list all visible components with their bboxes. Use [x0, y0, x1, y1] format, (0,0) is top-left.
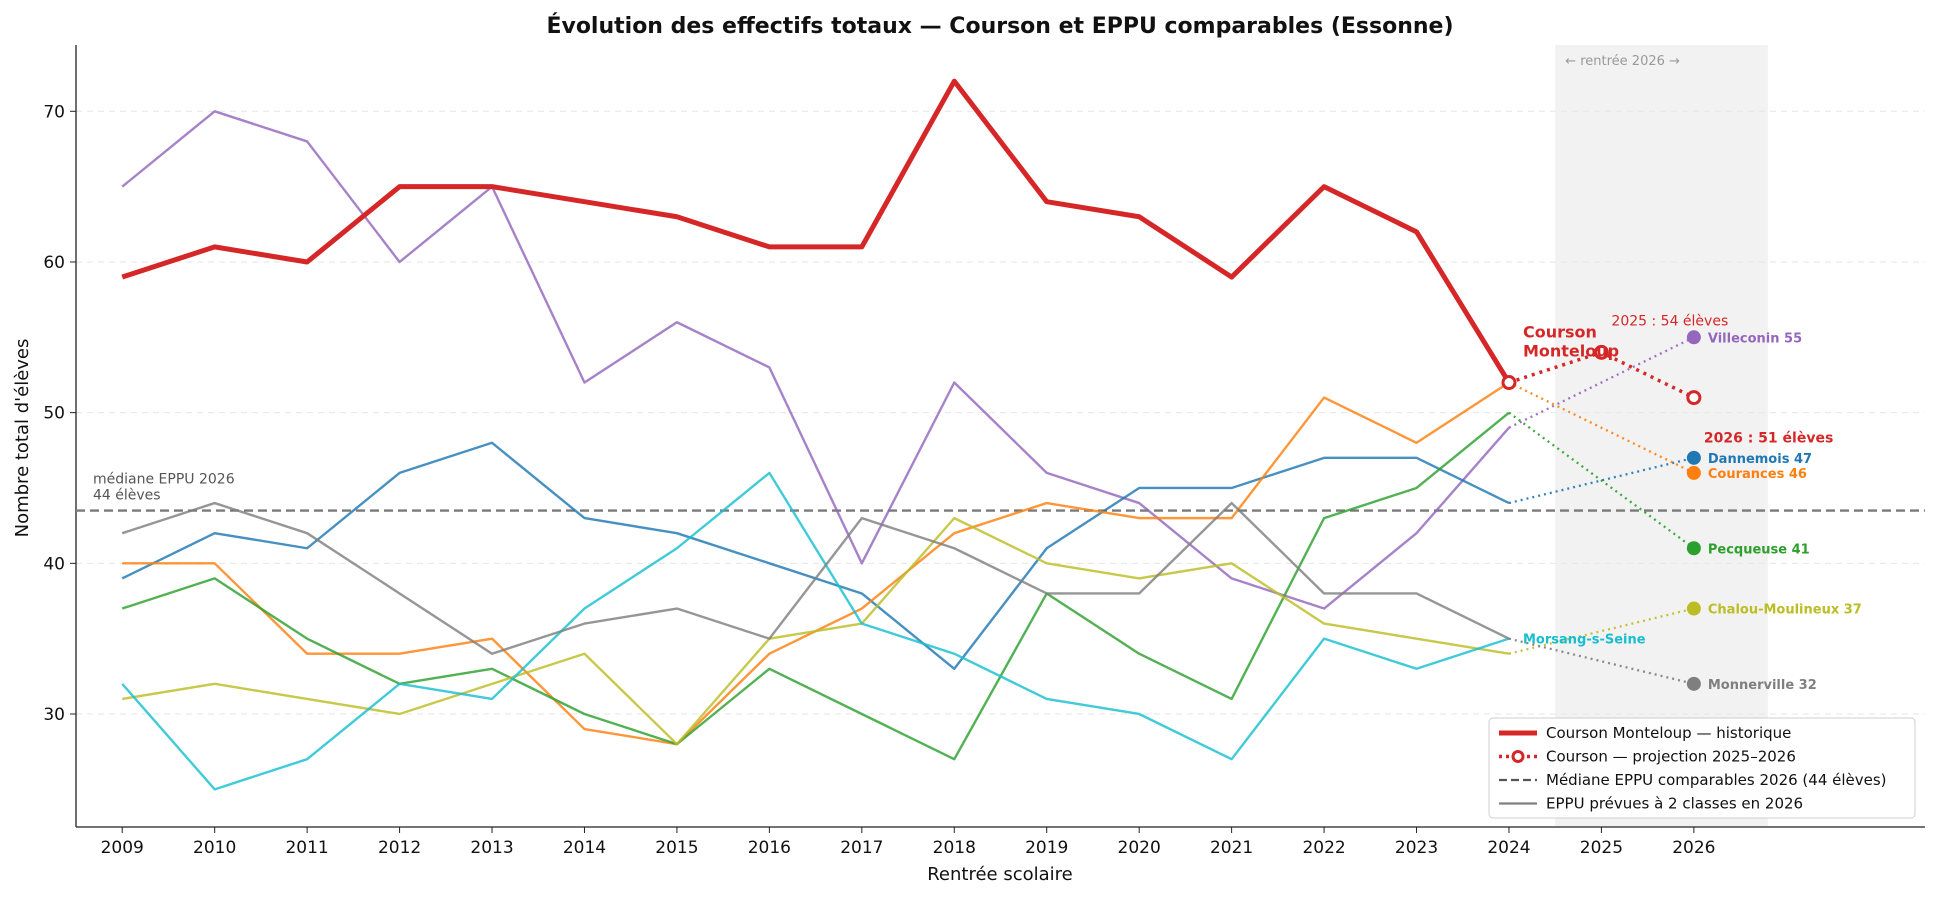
x-tick-label-2025: 2025 — [1580, 838, 1623, 858]
y-tick-label-60: 60 — [43, 253, 65, 273]
series-end-point-courances — [1686, 465, 1701, 480]
median-label-line2: 44 élèves — [93, 488, 161, 504]
series-end-point-dannemois — [1686, 450, 1701, 465]
y-axis-label: Nombre total d'élèves — [12, 339, 33, 538]
legend-entry-2: Médiane EPPU comparables 2026 (44 élèves… — [1546, 771, 1887, 789]
chart-title: Évolution des effectifs totaux — Courson… — [546, 13, 1453, 39]
legend-box — [1488, 717, 1916, 819]
series-line-chalou-moulineux — [122, 516, 1510, 746]
series-line-dannemois — [121, 441, 1510, 670]
series-end-label-morsang-s-seine: Morsang-s-Seine — [1523, 633, 1646, 648]
x-tick-label-2019: 2019 — [1025, 838, 1068, 858]
x-tick-label-2021: 2021 — [1210, 838, 1253, 858]
x-tick-label-2014: 2014 — [563, 838, 606, 858]
x-tick-label-2011: 2011 — [285, 838, 328, 858]
series-line-villeconin — [121, 110, 1510, 610]
plot-area: ← rentrée 2026 → 30 40 50 60 70 2009 2010 2011 20… — [43, 45, 1925, 858]
legend-entry-3: EPPU prévues à 2 classes en 2026 — [1546, 795, 1803, 813]
courson-annotation-2026: 2026 : 51 élèves — [1704, 431, 1833, 447]
median-label-line1: médiane EPPU 2026 — [93, 472, 235, 488]
x-tick-label-2020: 2020 — [1118, 838, 1161, 858]
x-tick-label-2024: 2024 — [1487, 838, 1530, 858]
x-tick-label-2012: 2012 — [378, 838, 421, 858]
courson-history-line — [121, 78, 1512, 384]
courson-label-line1: Courson — [1523, 323, 1597, 342]
series-projection-courances — [1508, 381, 1695, 474]
series-projection-pecqueuse — [1508, 411, 1695, 550]
y-tick-label-40: 40 — [43, 554, 65, 574]
x-axis-label: Rentrée scolaire — [927, 864, 1073, 885]
series-end-point-monnerville — [1686, 676, 1701, 691]
band-label: ← rentrée 2026 → — [1565, 54, 1680, 69]
series-end-label-chalou-moulineux: Chalou-Moulineux 37 — [1708, 603, 1862, 618]
series-end-label-pecqueuse: Pecqueuse 41 — [1708, 542, 1810, 557]
series-projection-dannemois — [1508, 456, 1695, 505]
courson-projection-point-2024 — [1501, 375, 1517, 391]
series-end-label-villeconin: Villeconin 55 — [1708, 331, 1802, 346]
legend-entry-1: Courson — projection 2025–2026 — [1546, 748, 1796, 766]
x-tick-label-2018: 2018 — [933, 838, 976, 858]
x-tick-label-2022: 2022 — [1302, 838, 1345, 858]
series-end-point-villeconin — [1686, 330, 1701, 345]
series-end-label-courances: Courances 46 — [1708, 467, 1807, 482]
series-end-point-pecqueuse — [1686, 541, 1701, 556]
series-line-monnerville — [121, 501, 1510, 655]
series-projection-villeconin — [1508, 336, 1695, 429]
series-end-label-dannemois: Dannemois 47 — [1708, 452, 1812, 467]
courson-projection-point-2026 — [1686, 390, 1702, 406]
series-projection-monnerville — [1508, 637, 1695, 685]
x-tick-label-2013: 2013 — [470, 838, 513, 858]
courson-projection-point-2025 — [1593, 344, 1609, 360]
courson-annotation-2025: 2025 : 54 élèves — [1611, 313, 1728, 329]
y-tick-label-50: 50 — [43, 404, 65, 424]
legend-swatch-projection-marker — [1511, 750, 1525, 763]
courson-label-line2: Monteloup — [1523, 342, 1619, 361]
x-tick-label-2016: 2016 — [748, 838, 791, 858]
series-line-pecqueuse — [121, 411, 1510, 761]
x-tick-label-2026: 2026 — [1672, 838, 1715, 858]
series-end-label-monnerville: Monnerville 32 — [1708, 678, 1817, 693]
y-tick-label-70: 70 — [43, 102, 65, 122]
series-end-point-chalou-moulineux — [1686, 601, 1701, 616]
x-tick-label-2023: 2023 — [1395, 838, 1438, 858]
rentree-2026-band — [1555, 45, 1768, 827]
x-tick-label-2010: 2010 — [193, 838, 236, 858]
x-tick-label-2015: 2015 — [655, 838, 698, 858]
series-line-morsang-s-seine — [121, 471, 1510, 791]
x-tick-label-2017: 2017 — [840, 838, 883, 858]
y-tick-label-30: 30 — [43, 705, 65, 725]
legend-entry-0: Courson Monteloup — historique — [1546, 724, 1791, 742]
x-tick-label-2009: 2009 — [101, 838, 144, 858]
